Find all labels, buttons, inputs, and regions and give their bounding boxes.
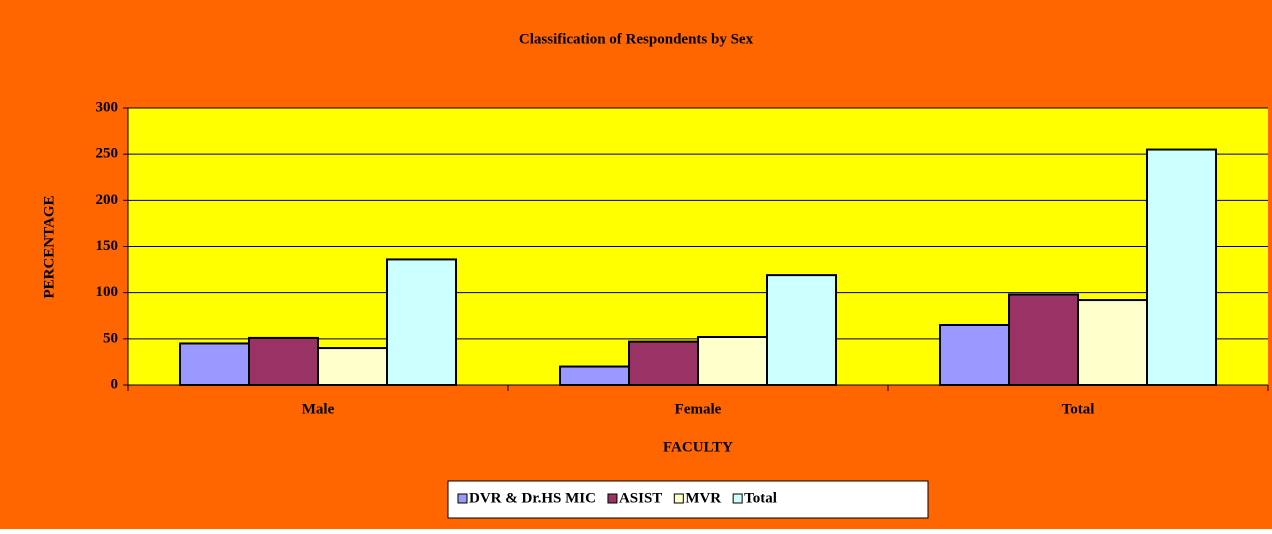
- x-tick-label: Male: [302, 401, 335, 417]
- bar: [628, 340, 699, 386]
- legend-swatch: [732, 493, 743, 504]
- bar: [248, 336, 319, 387]
- y-tick-label: 50: [103, 330, 118, 346]
- bar: [697, 335, 768, 386]
- y-tick-label: 100: [96, 284, 119, 300]
- x-tick-label: Female: [675, 401, 722, 417]
- y-tick-label: 150: [96, 238, 119, 254]
- legend-label: Total: [744, 490, 777, 506]
- legend-label: ASIST: [619, 490, 662, 506]
- y-tick-label: 300: [96, 99, 119, 115]
- chart-title: Classification of Respondents by Sex: [519, 31, 754, 47]
- x-tick-label: Total: [1062, 401, 1095, 417]
- legend-swatch: [607, 493, 618, 504]
- x-axis-title: FACULTY: [663, 439, 733, 455]
- y-tick-label: 0: [111, 376, 119, 392]
- bar: [179, 342, 250, 387]
- bar: [559, 365, 630, 386]
- bar: [317, 347, 388, 387]
- bar: [939, 323, 1010, 387]
- y-tick-label: 250: [96, 146, 119, 162]
- y-axis-title: PERCENTAGE: [41, 195, 57, 298]
- bar: [766, 274, 837, 386]
- legend-swatch: [457, 493, 468, 504]
- legend-label: MVR: [685, 490, 721, 506]
- legend-box: [447, 480, 929, 519]
- bar: [386, 258, 457, 386]
- bar: [1077, 299, 1148, 387]
- legend-swatch: [673, 493, 684, 504]
- legend: DVR & Dr.HS MIC ASIST MVR Total: [447, 480, 929, 519]
- bar: [1146, 148, 1217, 386]
- legend-label: DVR & Dr.HS MIC: [469, 490, 596, 506]
- y-tick-label: 200: [96, 192, 119, 208]
- bar: [1008, 293, 1079, 386]
